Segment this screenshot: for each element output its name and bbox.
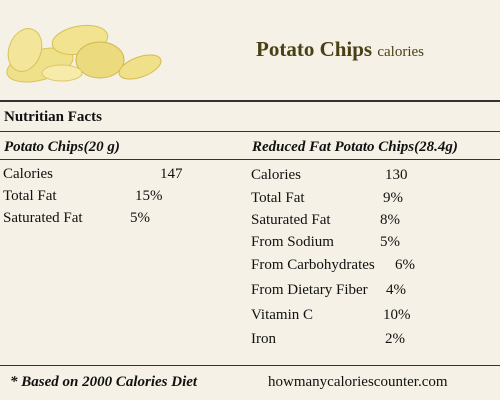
- footer-site: howmanycaloriescounter.com: [268, 374, 448, 390]
- nutrient-value: 147: [160, 166, 183, 182]
- nutrient-label: Vitamin C: [251, 307, 314, 323]
- nutrient-label: Iron: [251, 331, 276, 347]
- nutrient-value: 5%: [380, 234, 400, 250]
- nutrient-value: 2%: [385, 331, 405, 347]
- nutrient-label: From Dietary Fiber: [251, 282, 368, 298]
- rule: [0, 100, 500, 102]
- nutrient-label: From Sodium: [251, 234, 334, 250]
- nutrient-value: 4%: [386, 282, 406, 298]
- nutrient-value: 5%: [130, 210, 150, 226]
- left-title: Potato Chips(20 g): [4, 139, 120, 155]
- nutrient-label: Calories: [3, 166, 53, 182]
- chips-image: [6, 24, 162, 83]
- nutrient-value: 10%: [383, 307, 411, 323]
- nutrient-value: 8%: [380, 212, 400, 228]
- nutrient-value: 9%: [383, 190, 403, 206]
- nutrient-label: Saturated Fat: [251, 212, 331, 228]
- footer-note: * Based on 2000 Calories Diet: [10, 374, 198, 390]
- title: Potato Chips calories: [256, 37, 424, 62]
- rule: [0, 365, 500, 366]
- subtitle: calories: [377, 44, 424, 60]
- nutrient-value: 6%: [395, 257, 415, 273]
- nutrient-label: Calories: [251, 167, 301, 183]
- right-title: Reduced Fat Potato Chips(28.4g): [252, 139, 458, 155]
- title-text: Potato Chips: [256, 37, 373, 61]
- nutrient-label: Total Fat: [251, 190, 305, 206]
- nutrient-label: Saturated Fat: [3, 210, 83, 226]
- nutrient-value: 15%: [135, 188, 163, 204]
- nutrient-label: From Carbohydrates: [251, 257, 375, 273]
- section-title: Nutritian Facts: [4, 109, 102, 125]
- nutrient-label: Total Fat: [3, 188, 57, 204]
- rule: [0, 131, 500, 132]
- nutrient-value: 130: [385, 167, 408, 183]
- rule: [0, 159, 500, 160]
